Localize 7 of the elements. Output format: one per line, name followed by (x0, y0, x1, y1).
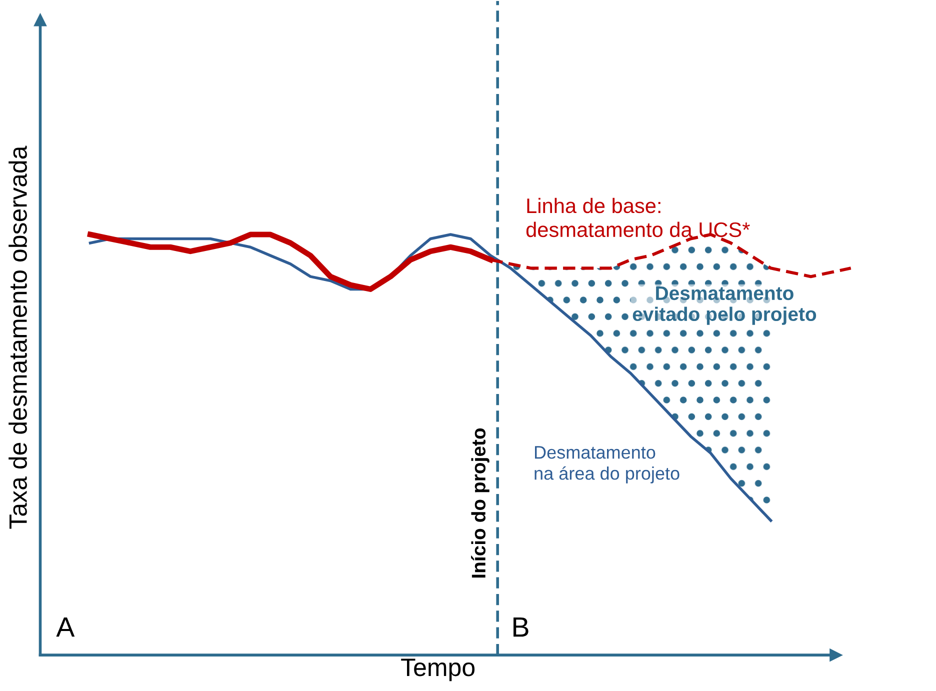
y-axis-title: Taxa de desmatamento observada (8, 146, 27, 529)
annotation: B (514, 617, 528, 637)
annotation: Desmatamento evitado pelo projeto (632, 286, 816, 325)
x-axis-title: Tempo (401, 658, 475, 682)
text: A (56, 617, 75, 637)
series-label: Desmatamento na área do projeto (534, 446, 680, 484)
annotation: Início do projeto (471, 428, 490, 578)
